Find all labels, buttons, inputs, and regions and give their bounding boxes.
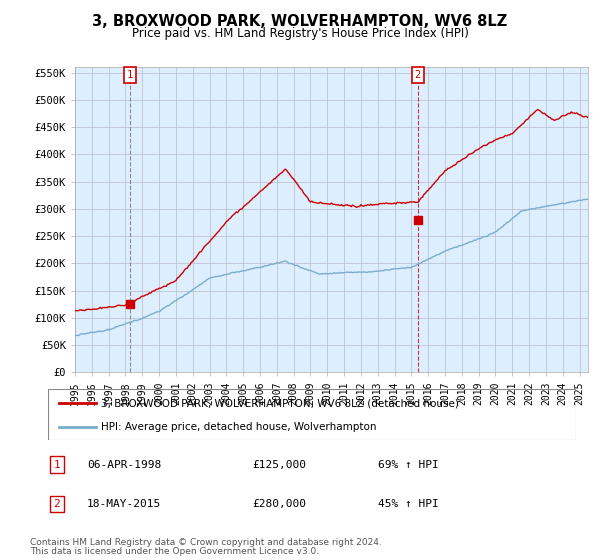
Text: 06-APR-1998: 06-APR-1998 (87, 460, 161, 470)
Text: 2: 2 (415, 71, 421, 81)
Text: £125,000: £125,000 (252, 460, 306, 470)
Text: 69% ↑ HPI: 69% ↑ HPI (378, 460, 439, 470)
Text: 1: 1 (127, 71, 133, 81)
Text: 2: 2 (53, 499, 61, 509)
Text: 18-MAY-2015: 18-MAY-2015 (87, 499, 161, 509)
Text: 45% ↑ HPI: 45% ↑ HPI (378, 499, 439, 509)
Text: Contains HM Land Registry data © Crown copyright and database right 2024.: Contains HM Land Registry data © Crown c… (30, 538, 382, 547)
Text: HPI: Average price, detached house, Wolverhampton: HPI: Average price, detached house, Wolv… (101, 422, 376, 432)
Text: This data is licensed under the Open Government Licence v3.0.: This data is licensed under the Open Gov… (30, 547, 319, 556)
Text: 3, BROXWOOD PARK, WOLVERHAMPTON, WV6 8LZ (detached house): 3, BROXWOOD PARK, WOLVERHAMPTON, WV6 8LZ… (101, 398, 458, 408)
Text: 1: 1 (53, 460, 61, 470)
Text: 3, BROXWOOD PARK, WOLVERHAMPTON, WV6 8LZ: 3, BROXWOOD PARK, WOLVERHAMPTON, WV6 8LZ (92, 14, 508, 29)
Text: £280,000: £280,000 (252, 499, 306, 509)
Text: Price paid vs. HM Land Registry's House Price Index (HPI): Price paid vs. HM Land Registry's House … (131, 27, 469, 40)
